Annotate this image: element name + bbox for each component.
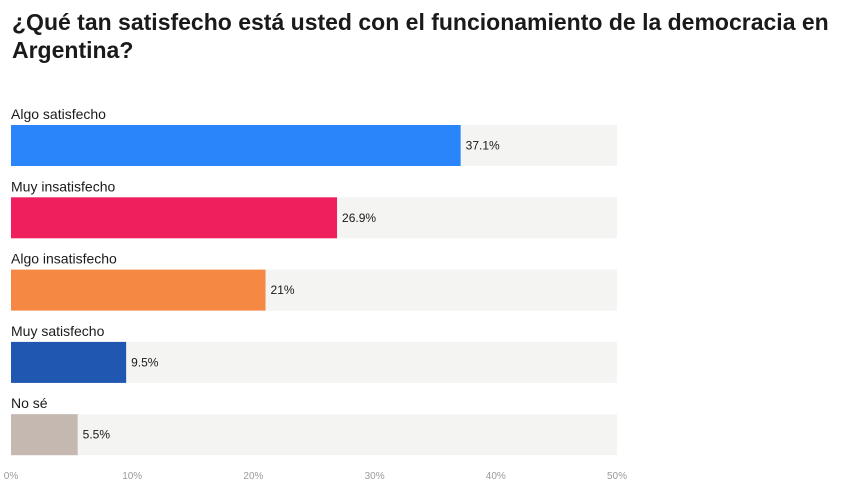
category-label: Algo insatisfecho	[11, 251, 117, 267]
data-label: 21%	[271, 283, 295, 297]
category-label: No sé	[11, 395, 48, 411]
x-tick-label: 10%	[122, 471, 142, 482]
category-label: Muy insatisfecho	[11, 178, 115, 194]
data-label: 26.9%	[342, 211, 376, 225]
bar	[11, 125, 461, 166]
x-tick-label: 40%	[486, 471, 506, 482]
data-label: 9.5%	[131, 355, 159, 369]
bar-track	[11, 414, 617, 456]
category-label: Muy satisfecho	[11, 323, 105, 339]
bar	[11, 197, 338, 239]
chart-title: ¿Qué tan satisfecho está usted con el fu…	[12, 9, 829, 63]
x-tick-label: 0%	[4, 471, 19, 482]
data-label: 37.1%	[466, 139, 500, 153]
bar	[11, 414, 78, 456]
x-tick-label: 20%	[243, 471, 263, 482]
category-label: Algo satisfecho	[11, 106, 106, 122]
data-label: 5.5%	[83, 428, 111, 442]
bar	[11, 269, 266, 311]
x-tick-label: 50%	[607, 471, 627, 482]
x-tick-label: 30%	[365, 471, 385, 482]
bar	[11, 341, 127, 383]
